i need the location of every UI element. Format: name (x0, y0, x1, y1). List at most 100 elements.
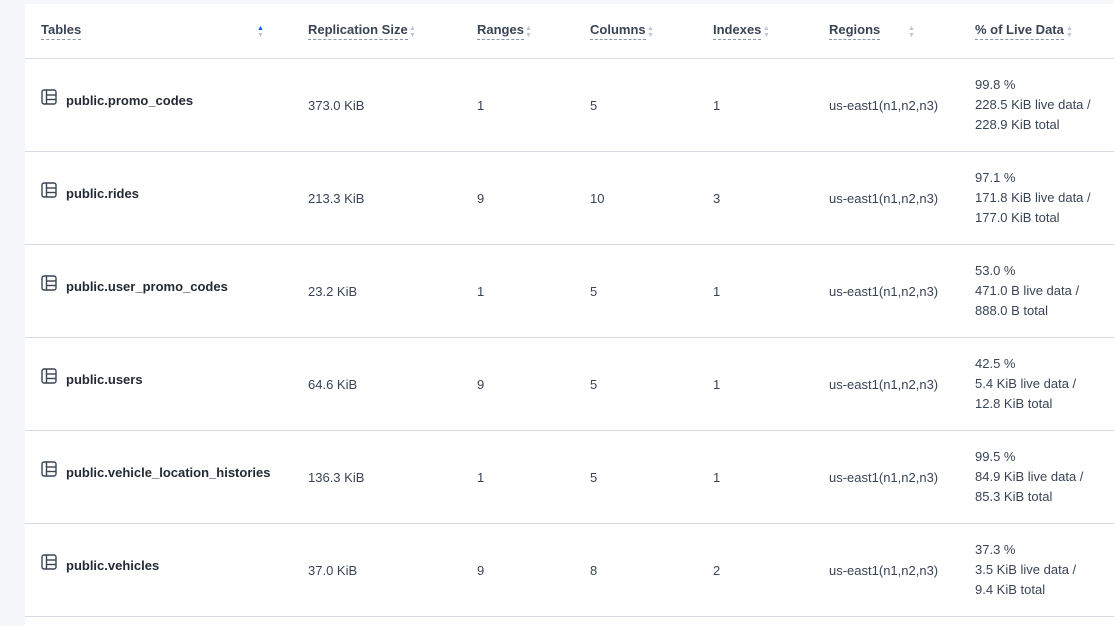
total-data-amount: 228.9 KiB total (975, 117, 1060, 132)
ranges-count: 1 (477, 97, 485, 113)
ranges-count: 1 (477, 469, 485, 485)
column-header-tables[interactable]: Tables ▲ ▼ (25, 4, 292, 59)
table-name[interactable]: public.user_promo_codes (66, 278, 228, 294)
regions: us-east1(n1,n2,n3) (829, 562, 939, 578)
replication-size: 136.3 KiB (308, 469, 365, 485)
regions: us-east1(n1,n2,n3) (829, 190, 939, 206)
table-name-link[interactable]: public.rides (41, 181, 292, 201)
table-icon (41, 181, 57, 198)
columns-count: 5 (590, 97, 598, 113)
sort-icon[interactable]: ▲ ▼ (763, 25, 770, 39)
indexes-count: 1 (713, 283, 721, 299)
column-header-label[interactable]: Ranges (477, 22, 524, 40)
sort-icon[interactable]: ▲ ▼ (525, 25, 532, 39)
table-row[interactable]: public.promo_codes 373.0 KiB 1 5 1 us-ea… (25, 58, 1114, 152)
column-header-label[interactable]: Indexes (713, 22, 762, 40)
columns-count: 10 (590, 190, 605, 206)
indexes-count: 1 (713, 97, 721, 113)
database-tables-table: Tables ▲ ▼ Replication Size ▲ ▼ Ranges ▲ ▼ Col… (25, 4, 1114, 617)
replication-size: 373.0 KiB (308, 97, 365, 113)
live-data-amount: 171.8 KiB live data / (975, 190, 1091, 205)
total-data-amount: 888.0 B total (975, 303, 1048, 318)
column-header-label[interactable]: Regions (829, 22, 881, 40)
live-data-percent: 99.8 % (975, 77, 1016, 92)
table-name-link[interactable]: public.user_promo_codes (41, 274, 292, 294)
live-data: 53.0 % 471.0 B live data / 888.0 B total (975, 261, 1114, 321)
total-data-amount: 85.3 KiB total (975, 489, 1053, 504)
live-data-percent: 97.1 % (975, 170, 1016, 185)
table-name[interactable]: public.vehicle_location_histories (66, 464, 271, 480)
table-row[interactable]: public.user_promo_codes 23.2 KiB 1 5 1 u… (25, 244, 1114, 338)
columns-count: 8 (590, 562, 598, 578)
table-name[interactable]: public.rides (66, 185, 139, 201)
ranges-count: 1 (477, 283, 485, 299)
table-row[interactable]: public.vehicle_location_histories 136.3 … (25, 430, 1114, 524)
table-icon (41, 88, 57, 105)
column-header-columns[interactable]: Columns ▲ ▼ (574, 4, 697, 59)
live-data-amount: 3.5 KiB live data / (975, 562, 1077, 577)
table-row[interactable]: public.rides 213.3 KiB 9 10 3 us-east1(n… (25, 151, 1114, 245)
column-header-replication-size[interactable]: Replication Size ▲ ▼ (292, 4, 461, 59)
columns-count: 5 (590, 469, 598, 485)
column-header-label[interactable]: Columns (590, 22, 646, 40)
indexes-count: 1 (713, 376, 721, 392)
sort-icon[interactable]: ▲ ▼ (908, 25, 915, 39)
live-data-percent: 53.0 % (975, 263, 1016, 278)
column-header-label[interactable]: Replication Size (308, 22, 408, 40)
table-icon (41, 367, 57, 384)
replication-size: 64.6 KiB (308, 376, 358, 392)
table-name-link[interactable]: public.vehicle_location_histories (41, 460, 292, 480)
live-data-amount: 471.0 B live data / (975, 283, 1080, 298)
tables-panel: Tables ▲ ▼ Replication Size ▲ ▼ Ranges ▲ ▼ Col… (25, 4, 1114, 626)
columns-count: 5 (590, 376, 598, 392)
live-data: 99.5 % 84.9 KiB live data / 85.3 KiB total (975, 447, 1114, 507)
live-data-amount: 84.9 KiB live data / (975, 469, 1084, 484)
total-data-amount: 9.4 KiB total (975, 582, 1046, 597)
live-data-percent: 42.5 % (975, 356, 1016, 371)
column-header-indexes[interactable]: Indexes ▲ ▼ (697, 4, 813, 59)
live-data-percent: 99.5 % (975, 449, 1016, 464)
table-row[interactable]: public.vehicles 37.0 KiB 9 8 2 us-east1(… (25, 523, 1114, 617)
table-name-link[interactable]: public.promo_codes (41, 88, 292, 108)
live-data: 37.3 % 3.5 KiB live data / 9.4 KiB total (975, 540, 1114, 600)
sort-icon[interactable]: ▲ ▼ (257, 25, 264, 39)
regions: us-east1(n1,n2,n3) (829, 283, 939, 299)
column-header-label[interactable]: Tables (41, 22, 82, 40)
table-icon (41, 274, 57, 291)
regions: us-east1(n1,n2,n3) (829, 469, 939, 485)
table-name[interactable]: public.vehicles (66, 557, 160, 573)
indexes-count: 3 (713, 190, 721, 206)
table-name[interactable]: public.promo_codes (66, 92, 194, 108)
ranges-count: 9 (477, 562, 485, 578)
live-data: 42.5 % 5.4 KiB live data / 12.8 KiB total (975, 354, 1114, 414)
column-header-of-live-data[interactable]: % of Live Data ▲ ▼ (959, 4, 1114, 59)
live-data-amount: 228.5 KiB live data / (975, 97, 1091, 112)
regions: us-east1(n1,n2,n3) (829, 376, 939, 392)
replication-size: 23.2 KiB (308, 283, 358, 299)
total-data-amount: 177.0 KiB total (975, 210, 1060, 225)
replication-size: 37.0 KiB (308, 562, 358, 578)
table-row[interactable]: public.users 64.6 KiB 9 5 1 us-east1(n1,… (25, 337, 1114, 431)
table-icon (41, 460, 57, 477)
table-name-link[interactable]: public.vehicles (41, 553, 292, 573)
live-data-amount: 5.4 KiB live data / (975, 376, 1077, 391)
sort-icon[interactable]: ▲ ▼ (647, 25, 654, 39)
total-data-amount: 12.8 KiB total (975, 396, 1053, 411)
table-name-link[interactable]: public.users (41, 367, 292, 387)
column-header-label[interactable]: % of Live Data (975, 22, 1064, 40)
ranges-count: 9 (477, 190, 485, 206)
table-icon (41, 553, 57, 570)
live-data: 99.8 % 228.5 KiB live data / 228.9 KiB tot… (975, 75, 1114, 135)
live-data: 97.1 % 171.8 KiB live data / 177.0 KiB tot… (975, 168, 1114, 228)
table-name[interactable]: public.users (66, 371, 143, 387)
ranges-count: 9 (477, 376, 485, 392)
indexes-count: 2 (713, 562, 721, 578)
live-data-percent: 37.3 % (975, 542, 1016, 557)
regions: us-east1(n1,n2,n3) (829, 97, 939, 113)
column-header-ranges[interactable]: Ranges ▲ ▼ (461, 4, 574, 59)
sort-icon[interactable]: ▲ ▼ (1066, 25, 1073, 39)
indexes-count: 1 (713, 469, 721, 485)
column-header-regions[interactable]: Regions ▲ ▼ (813, 4, 959, 59)
columns-count: 5 (590, 283, 598, 299)
sort-icon[interactable]: ▲ ▼ (409, 25, 416, 39)
